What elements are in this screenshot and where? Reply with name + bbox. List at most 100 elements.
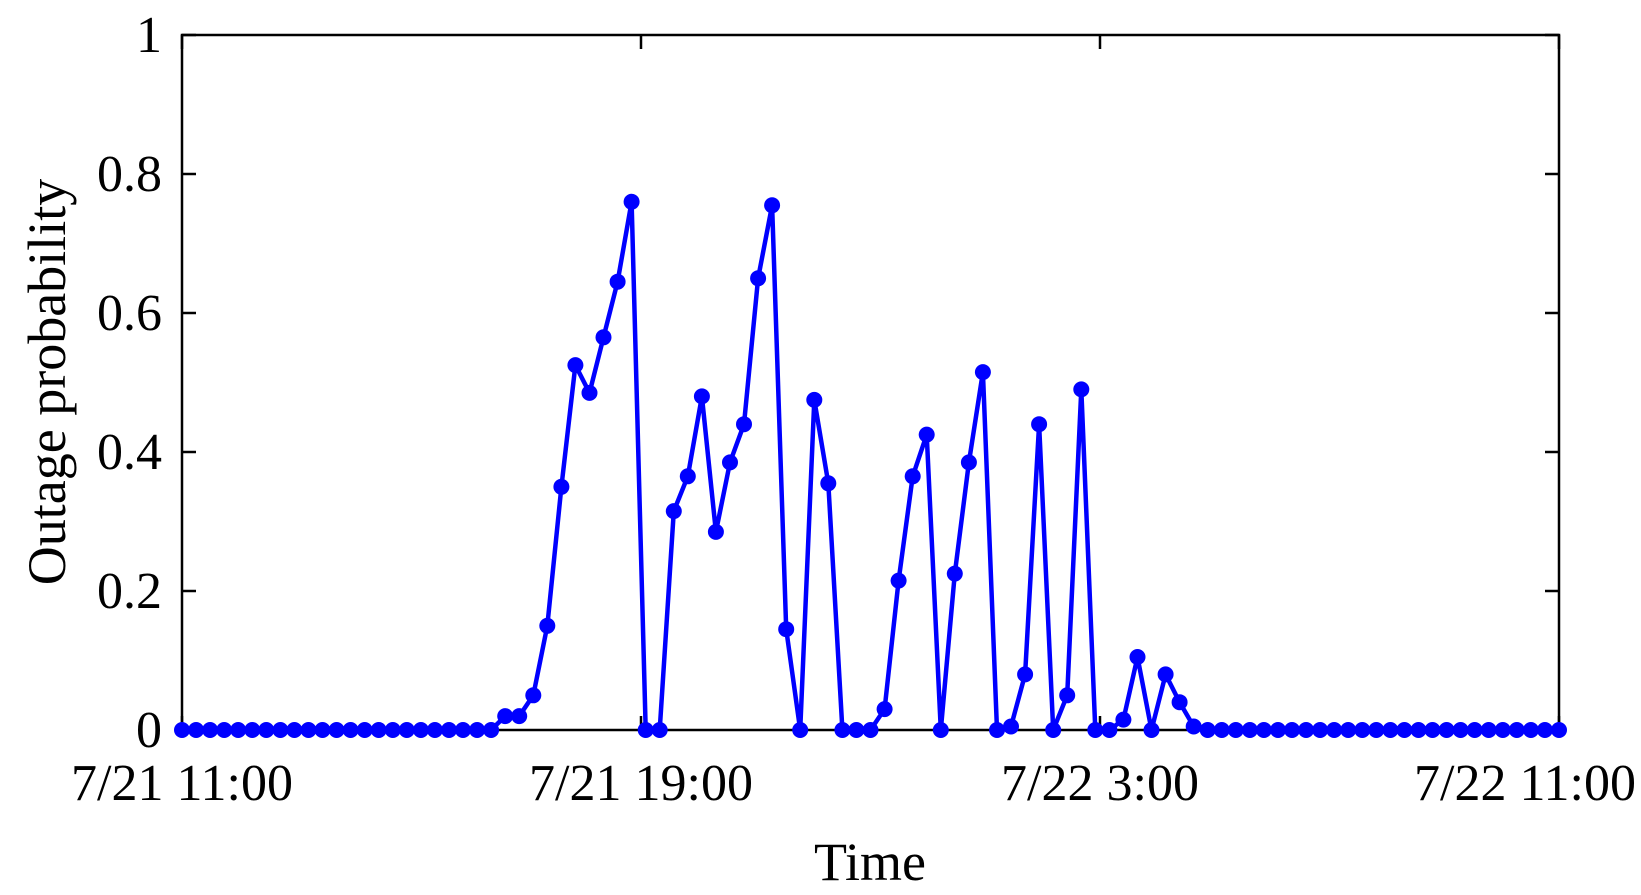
x-tick-label: 7/22 11:00 [1414, 755, 1636, 812]
data-point [1424, 722, 1441, 738]
data-point [1298, 722, 1315, 738]
data-point [426, 722, 443, 738]
data-point [230, 722, 247, 738]
data-point [1185, 718, 1202, 735]
data-point [258, 722, 275, 738]
data-point [1255, 722, 1272, 738]
data-point [750, 270, 767, 287]
data-point [764, 197, 781, 214]
series-line [182, 199, 1559, 733]
data-point [1031, 416, 1048, 433]
data-point [216, 722, 233, 738]
data-point [736, 416, 752, 433]
data-point [792, 722, 809, 738]
data-point [806, 391, 823, 408]
data-point [623, 193, 640, 210]
data-point [412, 722, 429, 738]
data-point [384, 722, 401, 738]
data-point [553, 478, 570, 495]
data-point [834, 722, 851, 738]
y-tick-label: 0.6 [97, 285, 162, 342]
x-tick-label: 7/21 11:00 [71, 755, 293, 812]
data-point [665, 503, 682, 520]
data-point [1101, 722, 1118, 738]
data-point [441, 722, 457, 738]
data-point [722, 454, 738, 471]
data-point [848, 722, 865, 738]
data-point [1452, 722, 1469, 738]
data-point [202, 722, 219, 738]
data-point [1227, 722, 1244, 738]
data-point [1551, 722, 1567, 738]
data-point [244, 722, 261, 738]
data-point [1073, 381, 1090, 398]
data-point [1284, 722, 1300, 738]
data-point [1312, 722, 1329, 738]
data-point [904, 468, 921, 485]
data-point [188, 722, 205, 738]
data-point [1480, 722, 1497, 738]
data-point [455, 722, 471, 738]
data-point [356, 722, 373, 738]
data-point [469, 722, 486, 738]
series-group [174, 193, 1567, 738]
data-point [342, 722, 359, 738]
data-point [890, 572, 907, 589]
data-point [1059, 687, 1076, 704]
plot-frame [180, 33, 1561, 732]
data-point [1536, 722, 1553, 738]
x-axis: 7/21 11:00 7/21 19:00 7/22 3:00 7/22 11:00 [71, 35, 1636, 812]
data-point [1340, 722, 1357, 738]
y-axis-title: Outage probability [17, 179, 77, 585]
data-point [1199, 722, 1216, 738]
data-point [946, 565, 963, 582]
data-point [483, 722, 500, 738]
data-point [328, 722, 345, 738]
data-point [693, 388, 710, 405]
data-point [1045, 722, 1062, 738]
data-point [876, 701, 893, 718]
data-point [314, 722, 331, 738]
data-point [974, 364, 991, 381]
data-point [398, 722, 415, 738]
data-point [272, 722, 289, 738]
data-point [1087, 722, 1104, 738]
data-point [370, 722, 387, 738]
x-axis-title: Time [814, 832, 926, 892]
y-tick-label: 0.2 [97, 563, 162, 620]
data-point [778, 621, 795, 638]
data-point [511, 708, 528, 725]
data-point [918, 426, 935, 443]
data-point [595, 329, 612, 346]
data-point [707, 523, 724, 540]
data-point [1157, 666, 1174, 683]
data-point [862, 722, 879, 738]
data-point [1171, 694, 1188, 711]
y-tick-label: 0.8 [97, 146, 162, 203]
data-point [300, 722, 317, 738]
data-point [1508, 722, 1525, 738]
data-point [525, 687, 542, 704]
y-tick-label: 1 [136, 7, 162, 64]
data-point [174, 722, 190, 738]
data-point [567, 357, 584, 374]
data-point [1494, 722, 1511, 738]
data-point [1270, 722, 1286, 738]
data-point [637, 722, 654, 738]
data-point [960, 454, 977, 471]
data-point [609, 273, 626, 290]
data-point [1368, 722, 1385, 738]
data-point [1213, 722, 1230, 738]
data-point [1382, 722, 1399, 738]
data-point [1326, 722, 1343, 738]
data-point [1438, 722, 1455, 738]
data-point [1241, 722, 1258, 738]
data-point [497, 708, 514, 725]
x-tick-label: 7/21 19:00 [529, 755, 753, 812]
y-axis: 0 0.2 0.4 0.6 0.8 1 [97, 7, 1559, 759]
data-point [1003, 718, 1019, 735]
data-point [1129, 649, 1146, 665]
x-tick-label: 7/22 3:00 [1001, 755, 1199, 812]
data-point [820, 475, 837, 492]
